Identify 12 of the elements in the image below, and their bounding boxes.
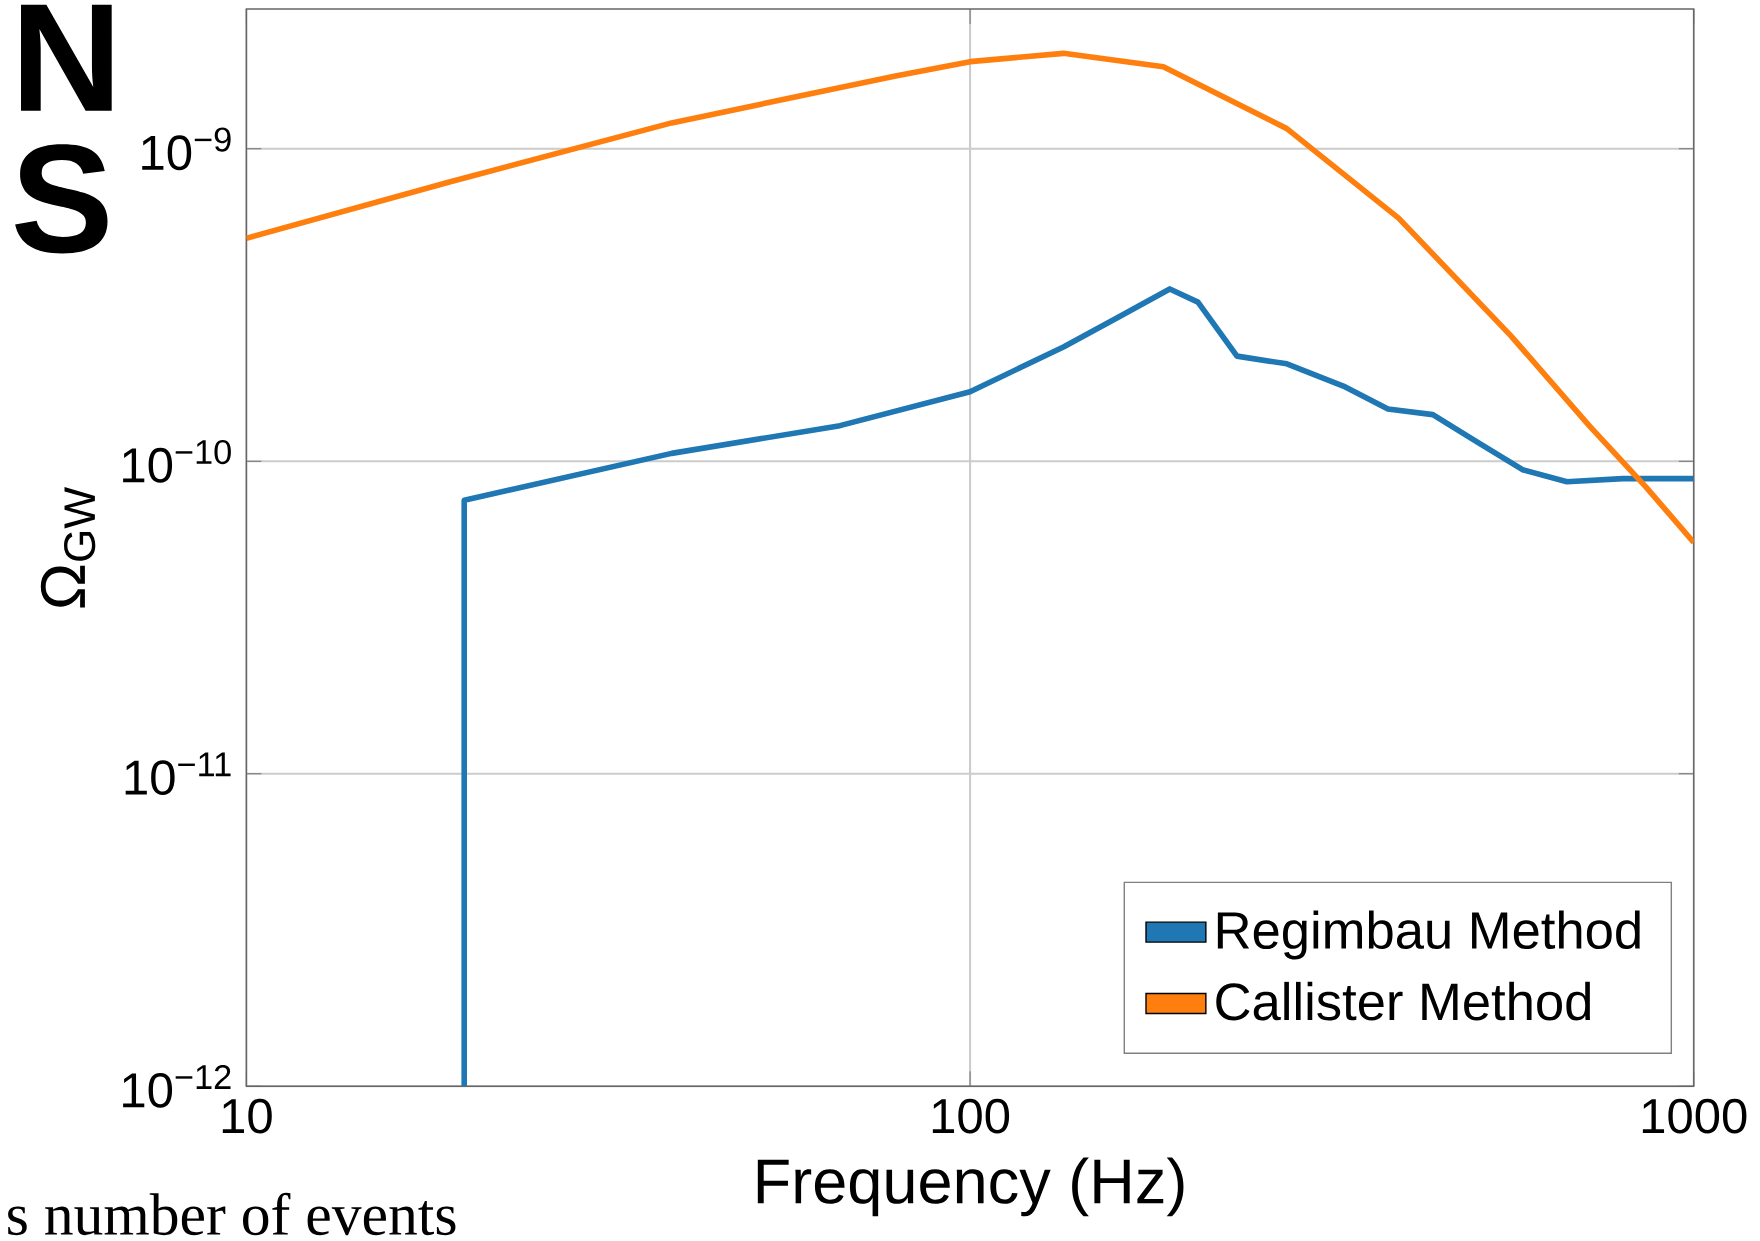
text: s number of events (8, 1192, 456, 1236)
x-tick-label: 100 (932, 1098, 1010, 1134)
x-axis-title: Frequency (Hz) (757, 1157, 1184, 1217)
y-tick-label: 10$^{−9}$ (142, 127, 231, 171)
y-tick-label: 10$^{−10}$ (123, 439, 231, 483)
y-tick-label: 10$^{−11}$ (125, 752, 231, 796)
x-tick-label: 1000 (1642, 1098, 1747, 1134)
y-axis-title: Ω$_{GW}$ (40, 487, 96, 608)
text: S (15, 144, 108, 254)
text: N (21, 4, 112, 111)
legend-label: Callister Method (1216, 981, 1591, 1021)
legend-label: Regimbau Method (1217, 910, 1640, 960)
